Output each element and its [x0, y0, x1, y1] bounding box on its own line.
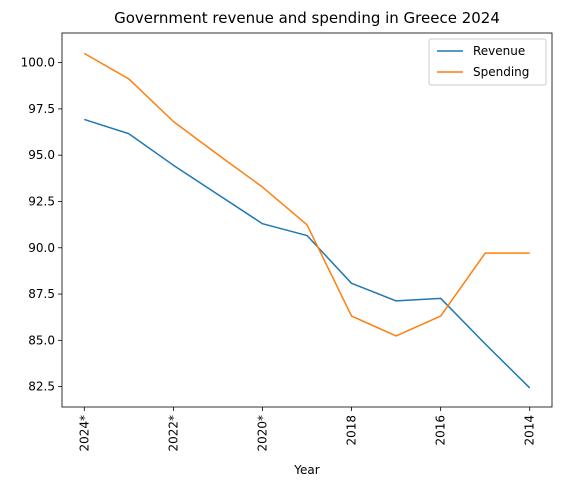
plot-frame	[61, 32, 553, 408]
y-tick-label: 90.0	[28, 241, 55, 255]
y-tick-label: 97.5	[28, 102, 55, 116]
y-tick-label: 82.5	[28, 380, 55, 394]
y-tick-label: 87.5	[28, 287, 55, 301]
x-axis: 2024* 2022* 2020* 2018 2016 2014	[77, 407, 537, 452]
y-axis: 82.5 85.0 87.5 90.0 92.5 95.0 97.5 100.0	[21, 56, 62, 394]
x-tick-label: 2014	[523, 415, 537, 446]
series-line-revenue	[84, 118, 531, 389]
y-tick-label: 95.0	[28, 148, 55, 162]
chart-title: Government revenue and spending in Greec…	[114, 9, 500, 27]
y-tick-label: 100.0	[21, 56, 55, 70]
x-tick-label: 2020*	[255, 415, 269, 452]
x-axis-label: Year	[293, 463, 319, 477]
x-tick-label: 2018	[345, 415, 359, 446]
legend-label-spending: Spending	[473, 65, 529, 79]
x-tick-label: 2022*	[166, 415, 180, 452]
series-lines	[83, 52, 531, 389]
series-line-spending	[83, 52, 530, 337]
legend-label-revenue: Revenue	[473, 44, 525, 58]
x-tick-label: 2016	[434, 415, 448, 446]
x-tick-label: 2024*	[77, 415, 91, 452]
y-tick-label: 92.5	[28, 194, 55, 208]
y-tick-label: 85.0	[28, 333, 55, 347]
legend: Revenue Spending	[428, 38, 547, 86]
